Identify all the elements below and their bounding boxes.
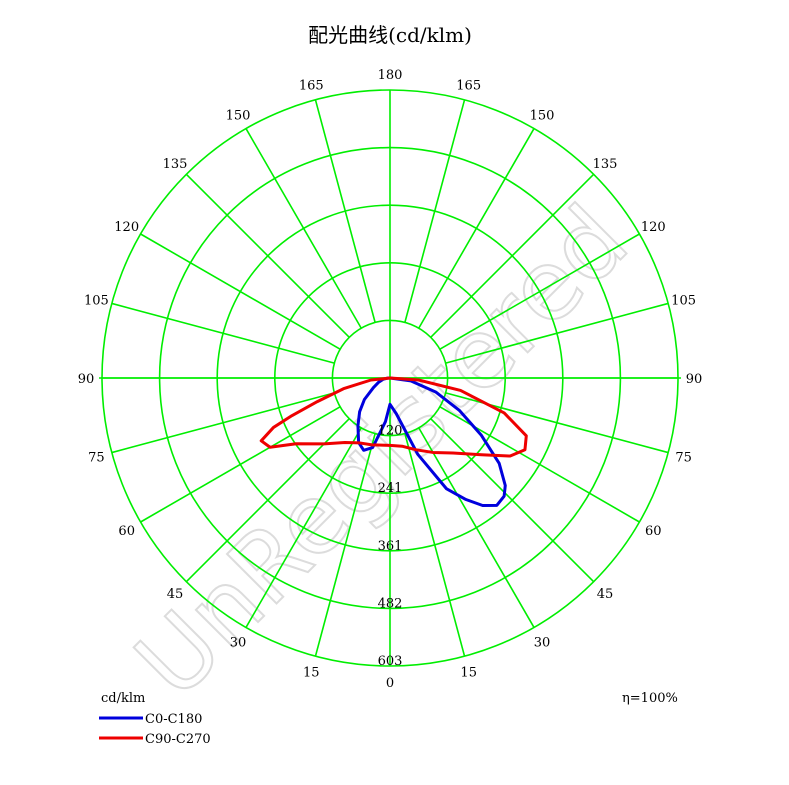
grid-spoke-285 [111, 392, 335, 454]
grid-spoke-255 [111, 302, 335, 364]
grid-spoke-30 [418, 427, 535, 628]
radial-tick-label-241: 241 [378, 481, 403, 496]
angle-label-left-30: 30 [230, 635, 247, 650]
angle-label-right-150: 150 [530, 109, 555, 124]
legend-label-2: C90-C270 [145, 732, 211, 747]
angle-label-right-45: 45 [597, 587, 614, 602]
angle-label-left-105: 105 [84, 293, 109, 308]
angle-label-right-30: 30 [534, 635, 551, 650]
angle-label-left-45: 45 [167, 587, 184, 602]
angle-label-right-15: 15 [460, 666, 477, 681]
grid-spoke-150 [418, 128, 535, 329]
series-curve-c90-c270 [259, 376, 528, 458]
grid-spoke-225 [185, 173, 350, 338]
radial-tick-label-482: 482 [378, 596, 403, 611]
grid-spoke-210 [245, 128, 362, 329]
angle-label-left-15: 15 [303, 666, 320, 681]
angle-label-left-120: 120 [114, 220, 139, 235]
angle-labels: 0 15 30 45 60 75 90 105 120 135 150 165 180 15 30 45 60 7… [78, 68, 703, 691]
efficiency-label: η=100% [622, 691, 678, 706]
angle-label-right-135: 135 [593, 157, 618, 172]
grid-spoke-330 [245, 427, 362, 628]
angle-label-left-0: 0 [386, 676, 394, 691]
grid-spoke-345 [314, 433, 376, 657]
radial-tick-label-361: 361 [378, 539, 403, 554]
radial-tick-label-120: 120 [378, 424, 403, 439]
grid-spoke-135 [430, 173, 595, 338]
grid-spoke-105 [445, 302, 669, 364]
angle-label-right-165: 165 [456, 78, 481, 93]
grid-spoke-120 [439, 233, 640, 350]
grid-spoke-195 [314, 99, 376, 323]
angle-label-left-60: 60 [118, 524, 135, 539]
angle-label-right-105: 105 [671, 293, 696, 308]
angle-label-left-90: 90 [78, 372, 95, 387]
grid-spoke-165 [404, 99, 466, 323]
angle-label-right-120: 120 [641, 220, 666, 235]
angle-label-right-90: 90 [686, 372, 703, 387]
grid-spoke-240 [140, 233, 341, 350]
series-curve-c0-c180 [356, 376, 507, 508]
legend: C0-C180 C90-C270 [99, 712, 211, 747]
radial-tick-label-603: 603 [378, 654, 403, 669]
grid-spoke-45 [430, 418, 595, 583]
unit-label: cd/klm [101, 691, 145, 706]
grid-spoke-15 [404, 433, 466, 657]
angle-label-left-150: 150 [226, 109, 251, 124]
grid-spoke-300 [140, 406, 341, 523]
series-group [259, 376, 528, 508]
angle-label-left-165: 165 [299, 78, 324, 93]
angle-label-right-60: 60 [645, 524, 662, 539]
angle-label-right-75: 75 [675, 451, 692, 466]
legend-label-1: C0-C180 [145, 712, 202, 727]
chart-title: 配光曲线(cd/klm) [308, 23, 472, 47]
angle-label-left-75: 75 [88, 451, 105, 466]
angle-label-left-180: 180 [378, 68, 403, 83]
grid-spoke-315 [185, 418, 350, 583]
angle-label-left-135: 135 [163, 157, 188, 172]
